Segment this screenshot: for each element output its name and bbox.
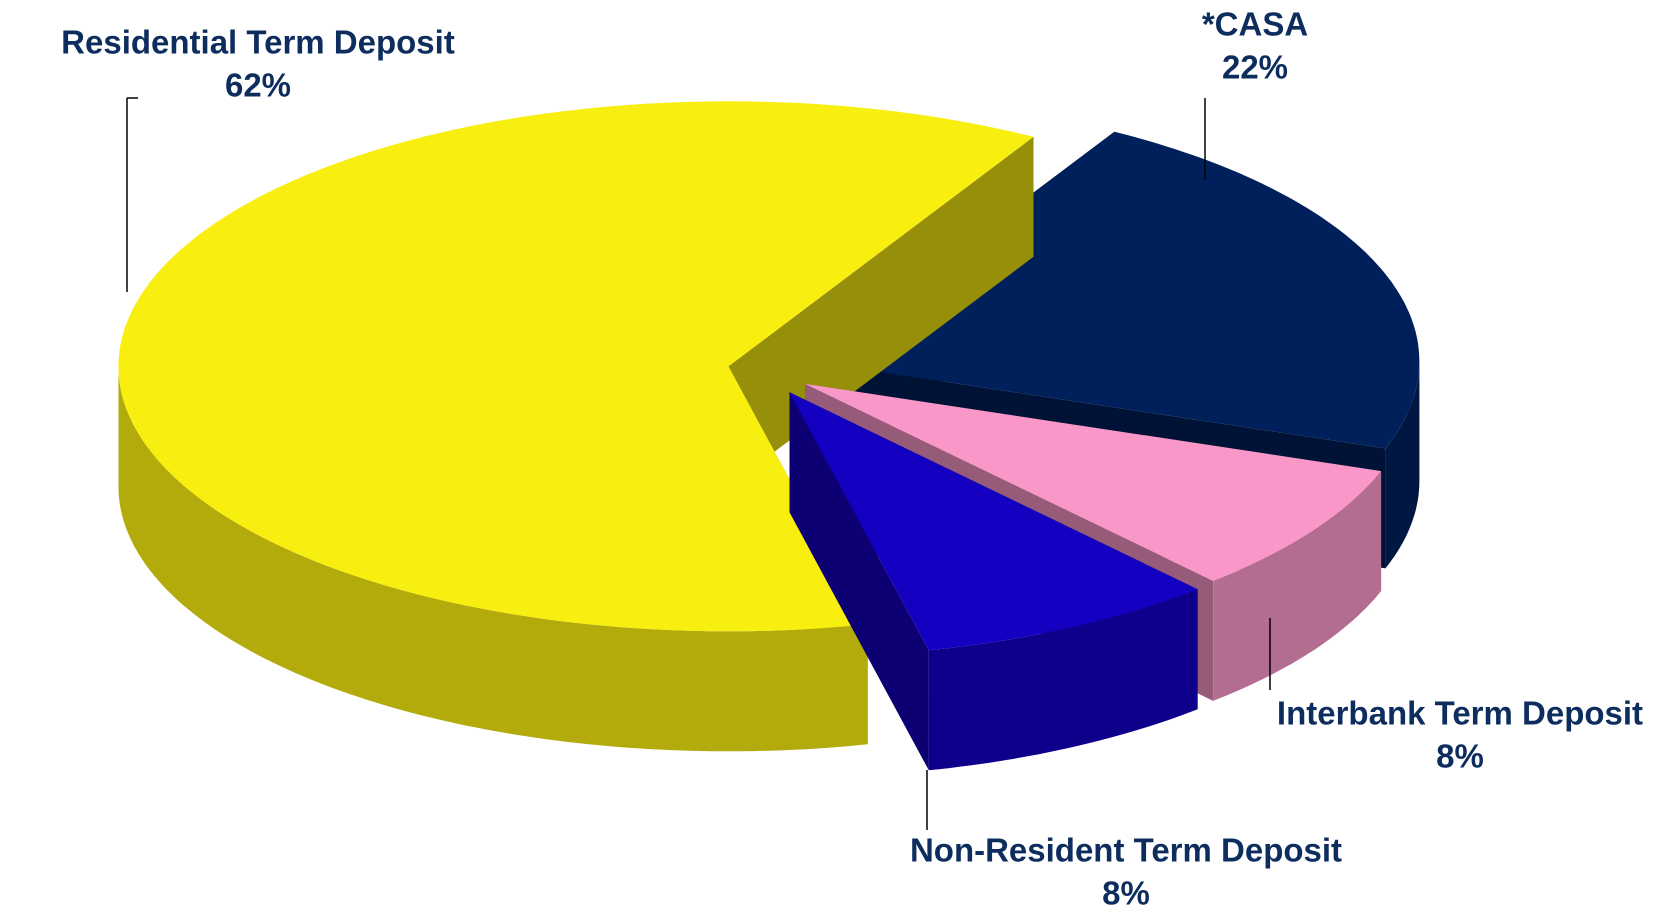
- pie: [118, 101, 1420, 771]
- slice-side: [1385, 361, 1420, 569]
- slice-label: *CASA: [1202, 6, 1308, 43]
- slice: [118, 101, 1034, 632]
- slice: [809, 131, 1420, 449]
- slice-side: [1213, 471, 1382, 701]
- slice-side: [928, 589, 1198, 771]
- slice-side: [118, 366, 868, 752]
- slice-value-label: 62%: [225, 67, 291, 104]
- slice-value-label: 8%: [1436, 738, 1484, 775]
- slice-face: [789, 392, 929, 771]
- slice-label: Interbank Term Deposit: [1277, 695, 1643, 732]
- slice: [805, 383, 1382, 581]
- slice-value-label: 8%: [1102, 875, 1150, 909]
- labels: *CASA 22% Interbank Term Deposit 8% Non-Resi…: [61, 6, 1643, 909]
- slice-face: [728, 136, 1034, 487]
- slice-label: Residential Term Deposit: [61, 24, 455, 61]
- slice-label: Non-Resident Term Deposit: [910, 832, 1342, 869]
- slice: [789, 392, 1198, 651]
- slice-value-label: 22%: [1222, 49, 1288, 86]
